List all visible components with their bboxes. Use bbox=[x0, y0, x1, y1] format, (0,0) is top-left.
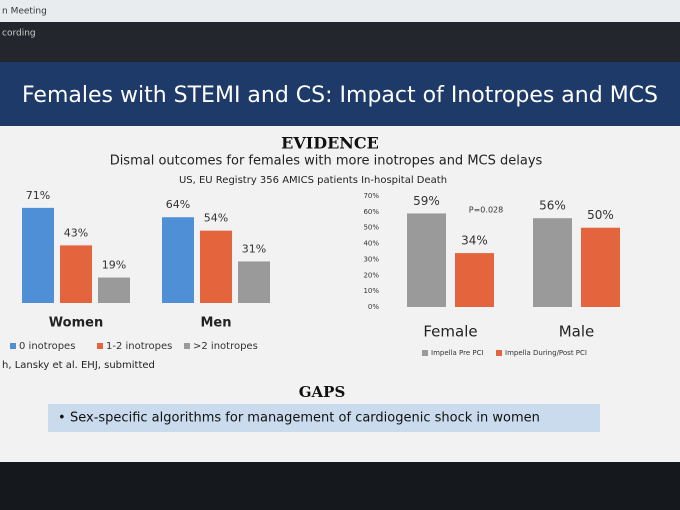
legend-swatch bbox=[184, 343, 190, 349]
legend-label: Impella During/Post PCI bbox=[505, 349, 587, 357]
y-tick-label: 10% bbox=[363, 287, 379, 295]
value-label: 19% bbox=[102, 259, 126, 272]
legend-swatch bbox=[97, 343, 103, 349]
y-tick-label: 60% bbox=[363, 208, 379, 216]
value-label: 54% bbox=[204, 212, 228, 225]
value-label: 31% bbox=[242, 242, 266, 255]
slide-title-band bbox=[0, 62, 680, 126]
evidence-heading: EVIDENCE bbox=[281, 134, 379, 153]
value-label: 56% bbox=[539, 199, 566, 213]
registry: US, EU Registry 356 AMICS patients In-ho… bbox=[179, 175, 447, 186]
value-label: 59% bbox=[413, 194, 440, 208]
window-title: n Meeting bbox=[2, 7, 47, 17]
legend-swatch bbox=[422, 350, 428, 356]
bar bbox=[238, 261, 270, 303]
bar bbox=[581, 227, 620, 307]
y-tick-label: 0% bbox=[368, 303, 379, 311]
legend-label: >2 inotropes bbox=[193, 341, 258, 352]
citation: h, Lansky et al. EHJ, submitted bbox=[2, 360, 155, 371]
bar bbox=[98, 277, 130, 303]
gaps-heading: GAPS bbox=[299, 383, 346, 401]
value-label: 50% bbox=[587, 208, 614, 222]
y-tick-label: 20% bbox=[363, 271, 379, 279]
toolbar bbox=[0, 22, 680, 62]
value-label: 43% bbox=[64, 226, 88, 239]
gaps-box bbox=[48, 404, 600, 432]
category-label: Male bbox=[559, 323, 595, 341]
legend-label: 0 inotropes bbox=[19, 341, 75, 352]
bar bbox=[407, 213, 446, 307]
slide-title: Females with STEMI and CS: Impact of Ino… bbox=[22, 83, 658, 108]
value-label: 64% bbox=[166, 198, 190, 211]
y-tick-label: 30% bbox=[363, 255, 379, 263]
bar bbox=[455, 253, 494, 307]
legend-label: 1-2 inotropes bbox=[106, 341, 172, 352]
value-label: 71% bbox=[26, 189, 50, 202]
category-label: Men bbox=[200, 316, 231, 331]
y-tick-label: 50% bbox=[363, 224, 379, 232]
screen-bottom bbox=[0, 462, 680, 510]
gaps-item: Sex-specific algorithms for management o… bbox=[70, 411, 540, 426]
bar bbox=[60, 245, 92, 303]
legend-label: Impella Pre PCI bbox=[431, 349, 484, 357]
legend-swatch bbox=[10, 343, 16, 349]
bar bbox=[162, 217, 194, 303]
legend-swatch bbox=[496, 350, 502, 356]
bar bbox=[533, 218, 572, 307]
category-label: Female bbox=[423, 323, 477, 341]
bar bbox=[22, 207, 54, 303]
annotation: P=0.028 bbox=[469, 206, 503, 215]
bar bbox=[200, 230, 232, 303]
subtitle: Dismal outcomes for females with more in… bbox=[110, 154, 543, 169]
value-label: 34% bbox=[461, 234, 488, 248]
recording-status: cording bbox=[2, 29, 36, 39]
y-tick-label: 40% bbox=[363, 240, 379, 248]
window-bar bbox=[0, 0, 680, 22]
category-label: Women bbox=[49, 316, 103, 331]
y-tick-label: 70% bbox=[363, 192, 379, 200]
gaps-bullet: • bbox=[58, 411, 66, 426]
